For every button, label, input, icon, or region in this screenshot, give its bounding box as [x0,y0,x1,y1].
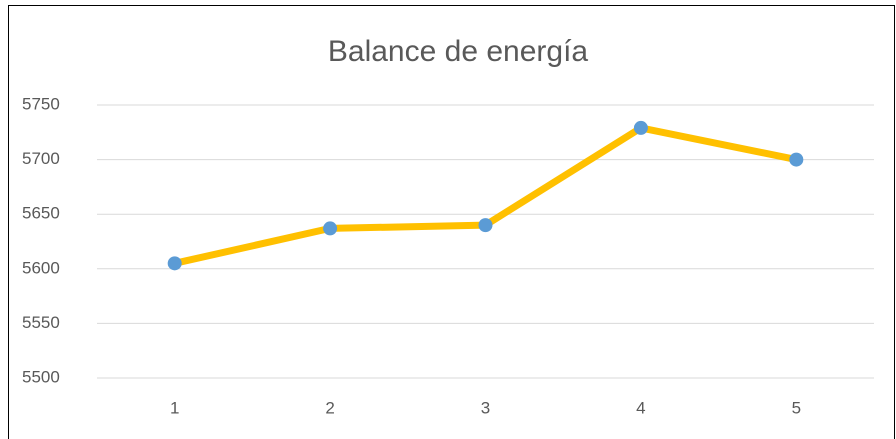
x-tick-label: 2 [325,398,334,417]
data-point [323,221,338,236]
x-tick-label: 3 [481,398,490,417]
y-tick-label: 5650 [22,204,60,223]
x-tick-label: 5 [792,398,801,417]
y-tick-label: 5750 [22,94,60,113]
y-tick-label: 5550 [22,313,60,332]
y-tick-label: 5600 [22,258,60,277]
x-tick-label: 1 [170,398,179,417]
y-tick-label: 5700 [22,149,60,168]
data-point [478,218,493,233]
data-point [167,256,182,271]
chart-title: Balance de energía [328,35,589,68]
data-point [633,120,648,135]
y-tick-label: 5500 [22,367,60,386]
x-tick-label: 4 [636,398,645,417]
data-point [789,152,804,167]
chart-frame [8,5,895,439]
